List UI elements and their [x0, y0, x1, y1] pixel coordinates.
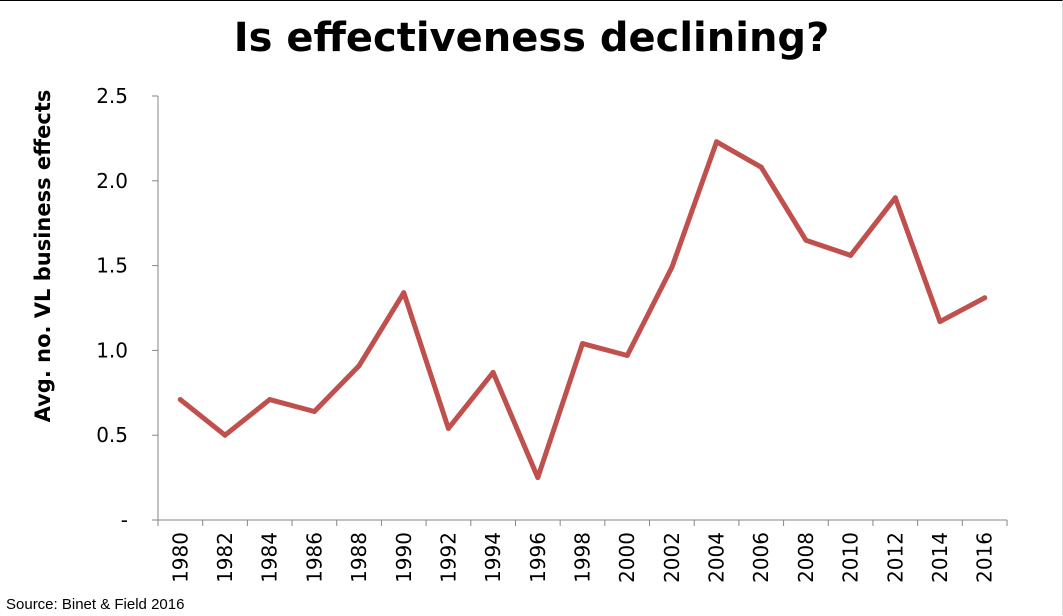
data-point: [714, 139, 720, 145]
data-point: [401, 290, 407, 296]
data-point: [490, 369, 496, 375]
data-point: [758, 164, 764, 170]
y-axis-tick-labels: - 0.5 1.0 1.5 2.0 2.5: [96, 84, 128, 532]
x-tick-label: 2002: [660, 532, 684, 583]
x-tick-label: 1984: [258, 532, 282, 583]
data-point: [356, 363, 362, 369]
x-tick-label: 2008: [794, 532, 818, 583]
y-tick-label: 1.5: [96, 254, 128, 278]
y-tick-label: -: [121, 508, 128, 532]
x-tick-label: 2012: [883, 532, 907, 583]
x-tick-label: 2016: [973, 532, 997, 583]
data-point: [535, 475, 541, 481]
data-point: [624, 352, 630, 358]
x-tick-label: 2010: [839, 532, 863, 583]
data-point: [177, 397, 183, 403]
data-point: [222, 432, 228, 438]
x-tick-label: 1992: [436, 532, 460, 583]
series-line: [177, 139, 988, 481]
x-tick-label: 1980: [168, 532, 192, 583]
x-tick-label: 2000: [615, 532, 639, 583]
y-tick-label: 2.0: [96, 169, 128, 193]
y-tick-label: 1.0: [96, 338, 128, 362]
x-tick-label: 2006: [749, 532, 773, 583]
y-tick-label: 2.5: [96, 84, 128, 108]
x-tick-label: 1994: [481, 532, 505, 583]
x-tick-label: 1996: [526, 532, 550, 583]
x-tick-label: 1988: [347, 532, 371, 583]
chart-axes: [152, 95, 1008, 526]
data-point: [982, 295, 988, 301]
x-tick-label: 1982: [213, 532, 237, 583]
data-point: [580, 341, 585, 347]
x-tick-label: 2004: [705, 532, 729, 583]
data-point: [311, 408, 317, 414]
x-tick-label: 1998: [571, 532, 595, 583]
y-axis-title: Avg. no. VL business effects: [31, 90, 55, 423]
data-point: [892, 195, 898, 201]
chart-title: Is effectiveness declining?: [233, 15, 830, 61]
data-point: [669, 264, 675, 270]
x-tick-label: 1986: [302, 532, 326, 583]
y-tick-label: 0.5: [96, 423, 128, 447]
x-axis-tick-labels: 1980 1982 1984 1986 1988 1990 1992 1994 1996 1998…: [168, 532, 996, 583]
data-point: [803, 237, 809, 243]
data-point: [267, 397, 273, 403]
x-tick-label: 2014: [928, 532, 952, 583]
series-layer: [177, 139, 988, 481]
data-point: [937, 319, 943, 325]
data-point: [848, 252, 854, 258]
x-tick-label: 1990: [392, 532, 416, 583]
source-note: Source: Binet & Field 2016: [6, 596, 185, 613]
data-point: [445, 425, 451, 431]
